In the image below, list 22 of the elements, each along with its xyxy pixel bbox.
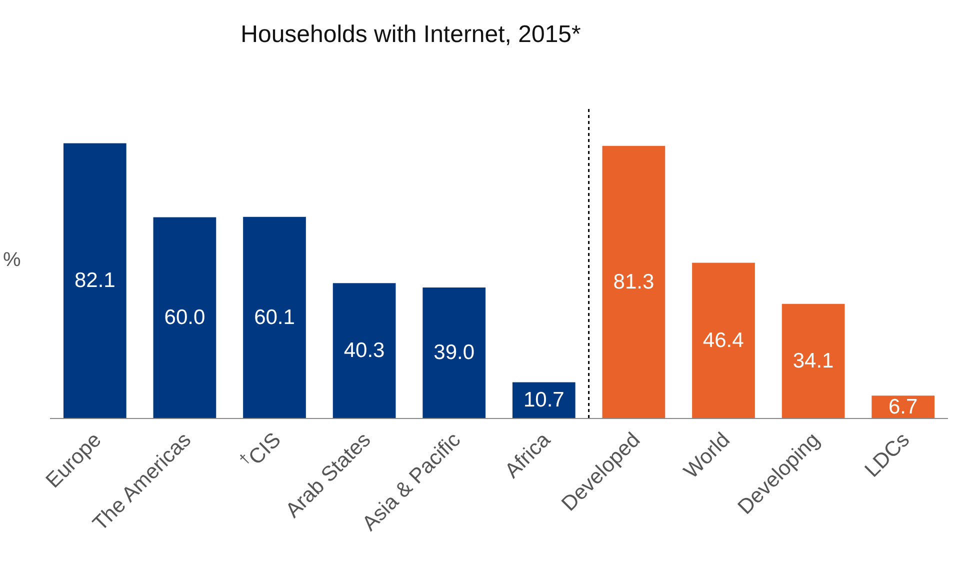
data-label: 34.1: [792, 349, 834, 372]
data-label: 82.1: [74, 269, 116, 292]
bar: [512, 382, 576, 418]
bar: [243, 216, 306, 418]
data-label: 40.3: [344, 339, 385, 362]
bar: [782, 304, 845, 418]
data-label: 60.1: [254, 306, 295, 329]
data-label: 39.0: [434, 341, 475, 364]
data-label: 10.7: [523, 388, 564, 412]
bar: [422, 287, 486, 418]
bar: [602, 146, 666, 418]
data-label: 81.3: [613, 270, 654, 294]
chart-title: Households with Internet, 2015*: [240, 21, 581, 48]
bar: [332, 283, 396, 418]
data-label: 60.0: [164, 306, 206, 330]
data-label: 6.7: [888, 395, 918, 418]
data-label: 46.4: [702, 328, 744, 352]
y-axis-title: %: [3, 249, 21, 271]
bar: [872, 396, 935, 418]
bar: [63, 143, 126, 418]
bar: [692, 262, 755, 418]
bar: [153, 217, 216, 418]
